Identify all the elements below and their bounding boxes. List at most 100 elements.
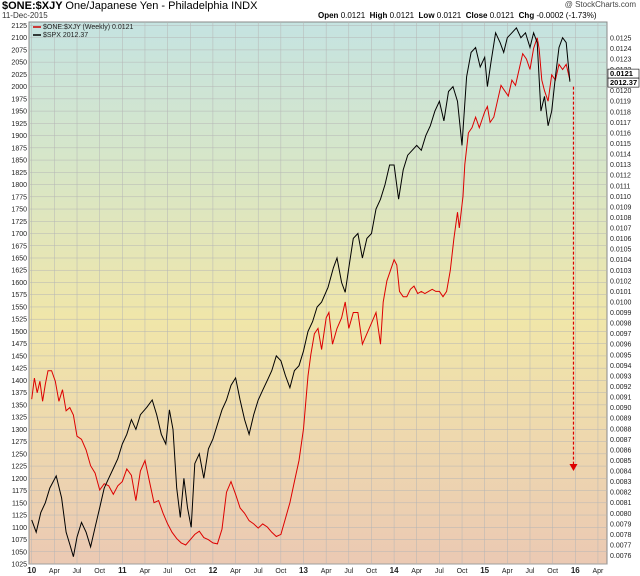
x-tick-label: Apr <box>592 568 604 575</box>
right-tick-label: 0.0081 <box>610 500 632 507</box>
spx-series-line <box>31 27 571 557</box>
right-tick-label: 0.0096 <box>610 342 632 349</box>
right-tick-label: 0.0106 <box>610 236 632 243</box>
left-tick-label: 1675 <box>11 243 27 250</box>
x-tick-label: Apr <box>502 568 514 575</box>
left-tick-label: 1275 <box>11 439 27 446</box>
chart-symbol: $ONE:$XJY One/Japanese Yen - Philadelphi… <box>2 0 258 12</box>
spx-last-box <box>607 77 640 88</box>
left-tick-label: 1200 <box>11 476 27 483</box>
x-tick-label: Jul <box>254 568 263 575</box>
left-tick-label: 1425 <box>11 366 27 373</box>
right-tick-label: 0.0115 <box>610 141 631 148</box>
x-tick-label: 13 <box>299 566 308 575</box>
right-tick-label: 0.0118 <box>610 109 631 116</box>
left-tick-label: 1900 <box>11 133 27 140</box>
chart-name: One/Japanese Yen - Philadelphia INDX <box>65 0 258 12</box>
left-tick-label: 1750 <box>11 207 27 214</box>
right-tick-label: 0.0086 <box>610 447 632 454</box>
right-tick-label: 0.0109 <box>610 204 632 211</box>
right-tick-label: 0.0098 <box>610 321 632 328</box>
right-tick-label: 0.0076 <box>610 553 632 560</box>
right-tick-label: 0.0092 <box>610 384 632 391</box>
right-tick-label: 0.0090 <box>610 405 632 412</box>
left-tick-label: 2025 <box>11 72 27 79</box>
right-tick-label: 0.0111 <box>610 183 630 190</box>
x-tick-label: Oct <box>185 568 196 575</box>
left-tick-label: 1250 <box>11 451 27 458</box>
spx-last-value: 2012.37 <box>610 78 637 87</box>
left-tick-label: 1550 <box>11 304 27 311</box>
source-label: @ StockCharts.com <box>564 0 636 9</box>
left-tick-label: 1825 <box>11 170 27 177</box>
right-tick-label: 0.0125 <box>610 35 632 42</box>
left-tick-label: 1475 <box>11 341 27 348</box>
left-tick-label: 1450 <box>11 353 27 360</box>
x-tick-label: Jul <box>344 568 353 575</box>
x-tick-label: Apr <box>321 568 333 575</box>
right-tick-label: 0.0079 <box>610 521 632 528</box>
right-tick-label: 0.0087 <box>610 437 632 444</box>
right-tick-label: 0.0110 <box>610 194 631 201</box>
left-tick-label: 1925 <box>11 121 27 128</box>
right-tick-label: 0.0099 <box>610 310 632 317</box>
right-tick-label: 0.0095 <box>610 352 632 359</box>
x-tick-label: Jul <box>163 568 172 575</box>
right-tick-label: 0.0104 <box>610 257 632 264</box>
right-tick-label: 0.0085 <box>610 458 632 465</box>
x-tick-label: 12 <box>208 566 217 575</box>
xjy-series-line <box>31 37 571 546</box>
left-tick-label: 1400 <box>11 378 27 385</box>
right-tick-label: 0.0117 <box>610 120 631 127</box>
right-tick-label: 0.0102 <box>610 278 632 285</box>
left-tick-label: 1525 <box>11 317 27 324</box>
right-tick-label: 0.0100 <box>610 299 632 306</box>
left-tick-label: 1350 <box>11 402 27 409</box>
x-tick-label: 11 <box>118 566 127 575</box>
left-tick-label: 1375 <box>11 390 27 397</box>
right-tick-label: 0.0094 <box>610 363 632 370</box>
left-tick-label: 1725 <box>11 219 27 226</box>
left-tick-label: 1850 <box>11 158 27 165</box>
x-tick-label: 15 <box>480 566 489 575</box>
left-tick-label: 1100 <box>12 525 27 532</box>
chart-date: 11-Dec-2015 <box>2 11 48 20</box>
left-tick-label: 1150 <box>12 500 27 507</box>
x-tick-label: Oct <box>275 568 286 575</box>
left-tick-label: 1650 <box>11 255 27 262</box>
right-tick-label: 0.0083 <box>610 479 632 486</box>
left-tick-label: 2050 <box>11 60 27 67</box>
legend-entry: $SPX 2012.37 <box>43 32 88 39</box>
x-tick-label: Jul <box>526 568 535 575</box>
right-tick-label: 0.0113 <box>610 162 631 169</box>
ohlc-readout: Open 0.0121 High 0.0121 Low 0.0121 Close… <box>318 11 597 20</box>
right-tick-label: 0.0105 <box>610 247 632 254</box>
right-tick-label: 0.0114 <box>610 152 631 159</box>
right-tick-label: 0.0082 <box>610 490 632 497</box>
right-tick-label: 0.0088 <box>610 426 632 433</box>
right-tick-label: 0.0089 <box>610 416 632 423</box>
x-tick-label: 16 <box>571 566 580 575</box>
right-tick-label: 0.0103 <box>610 268 632 275</box>
left-tick-label: 1175 <box>12 488 27 495</box>
right-tick-label: 0.0077 <box>610 542 632 549</box>
left-tick-label: 1225 <box>11 464 27 471</box>
x-tick-label: Jul <box>435 568 444 575</box>
x-tick-label: Apr <box>411 568 423 575</box>
x-tick-label: Apr <box>49 568 61 575</box>
right-tick-label: 0.0097 <box>610 331 632 338</box>
right-tick-label: 0.0084 <box>610 469 632 476</box>
annotation-arrow-head <box>569 464 578 472</box>
left-tick-label: 1575 <box>11 292 27 299</box>
x-tick-label: Oct <box>457 568 468 575</box>
right-tick-label: 0.0123 <box>610 56 632 63</box>
right-tick-label: 0.0078 <box>610 532 632 539</box>
right-tick-label: 0.0101 <box>610 289 632 296</box>
x-tick-label: 10 <box>27 566 36 575</box>
right-tick-label: 0.0108 <box>610 215 632 222</box>
left-tick-label: 2125 <box>11 23 27 30</box>
x-tick-label: Apr <box>230 568 242 575</box>
x-tick-label: Oct <box>547 568 558 575</box>
right-tick-label: 0.0120 <box>610 88 632 95</box>
